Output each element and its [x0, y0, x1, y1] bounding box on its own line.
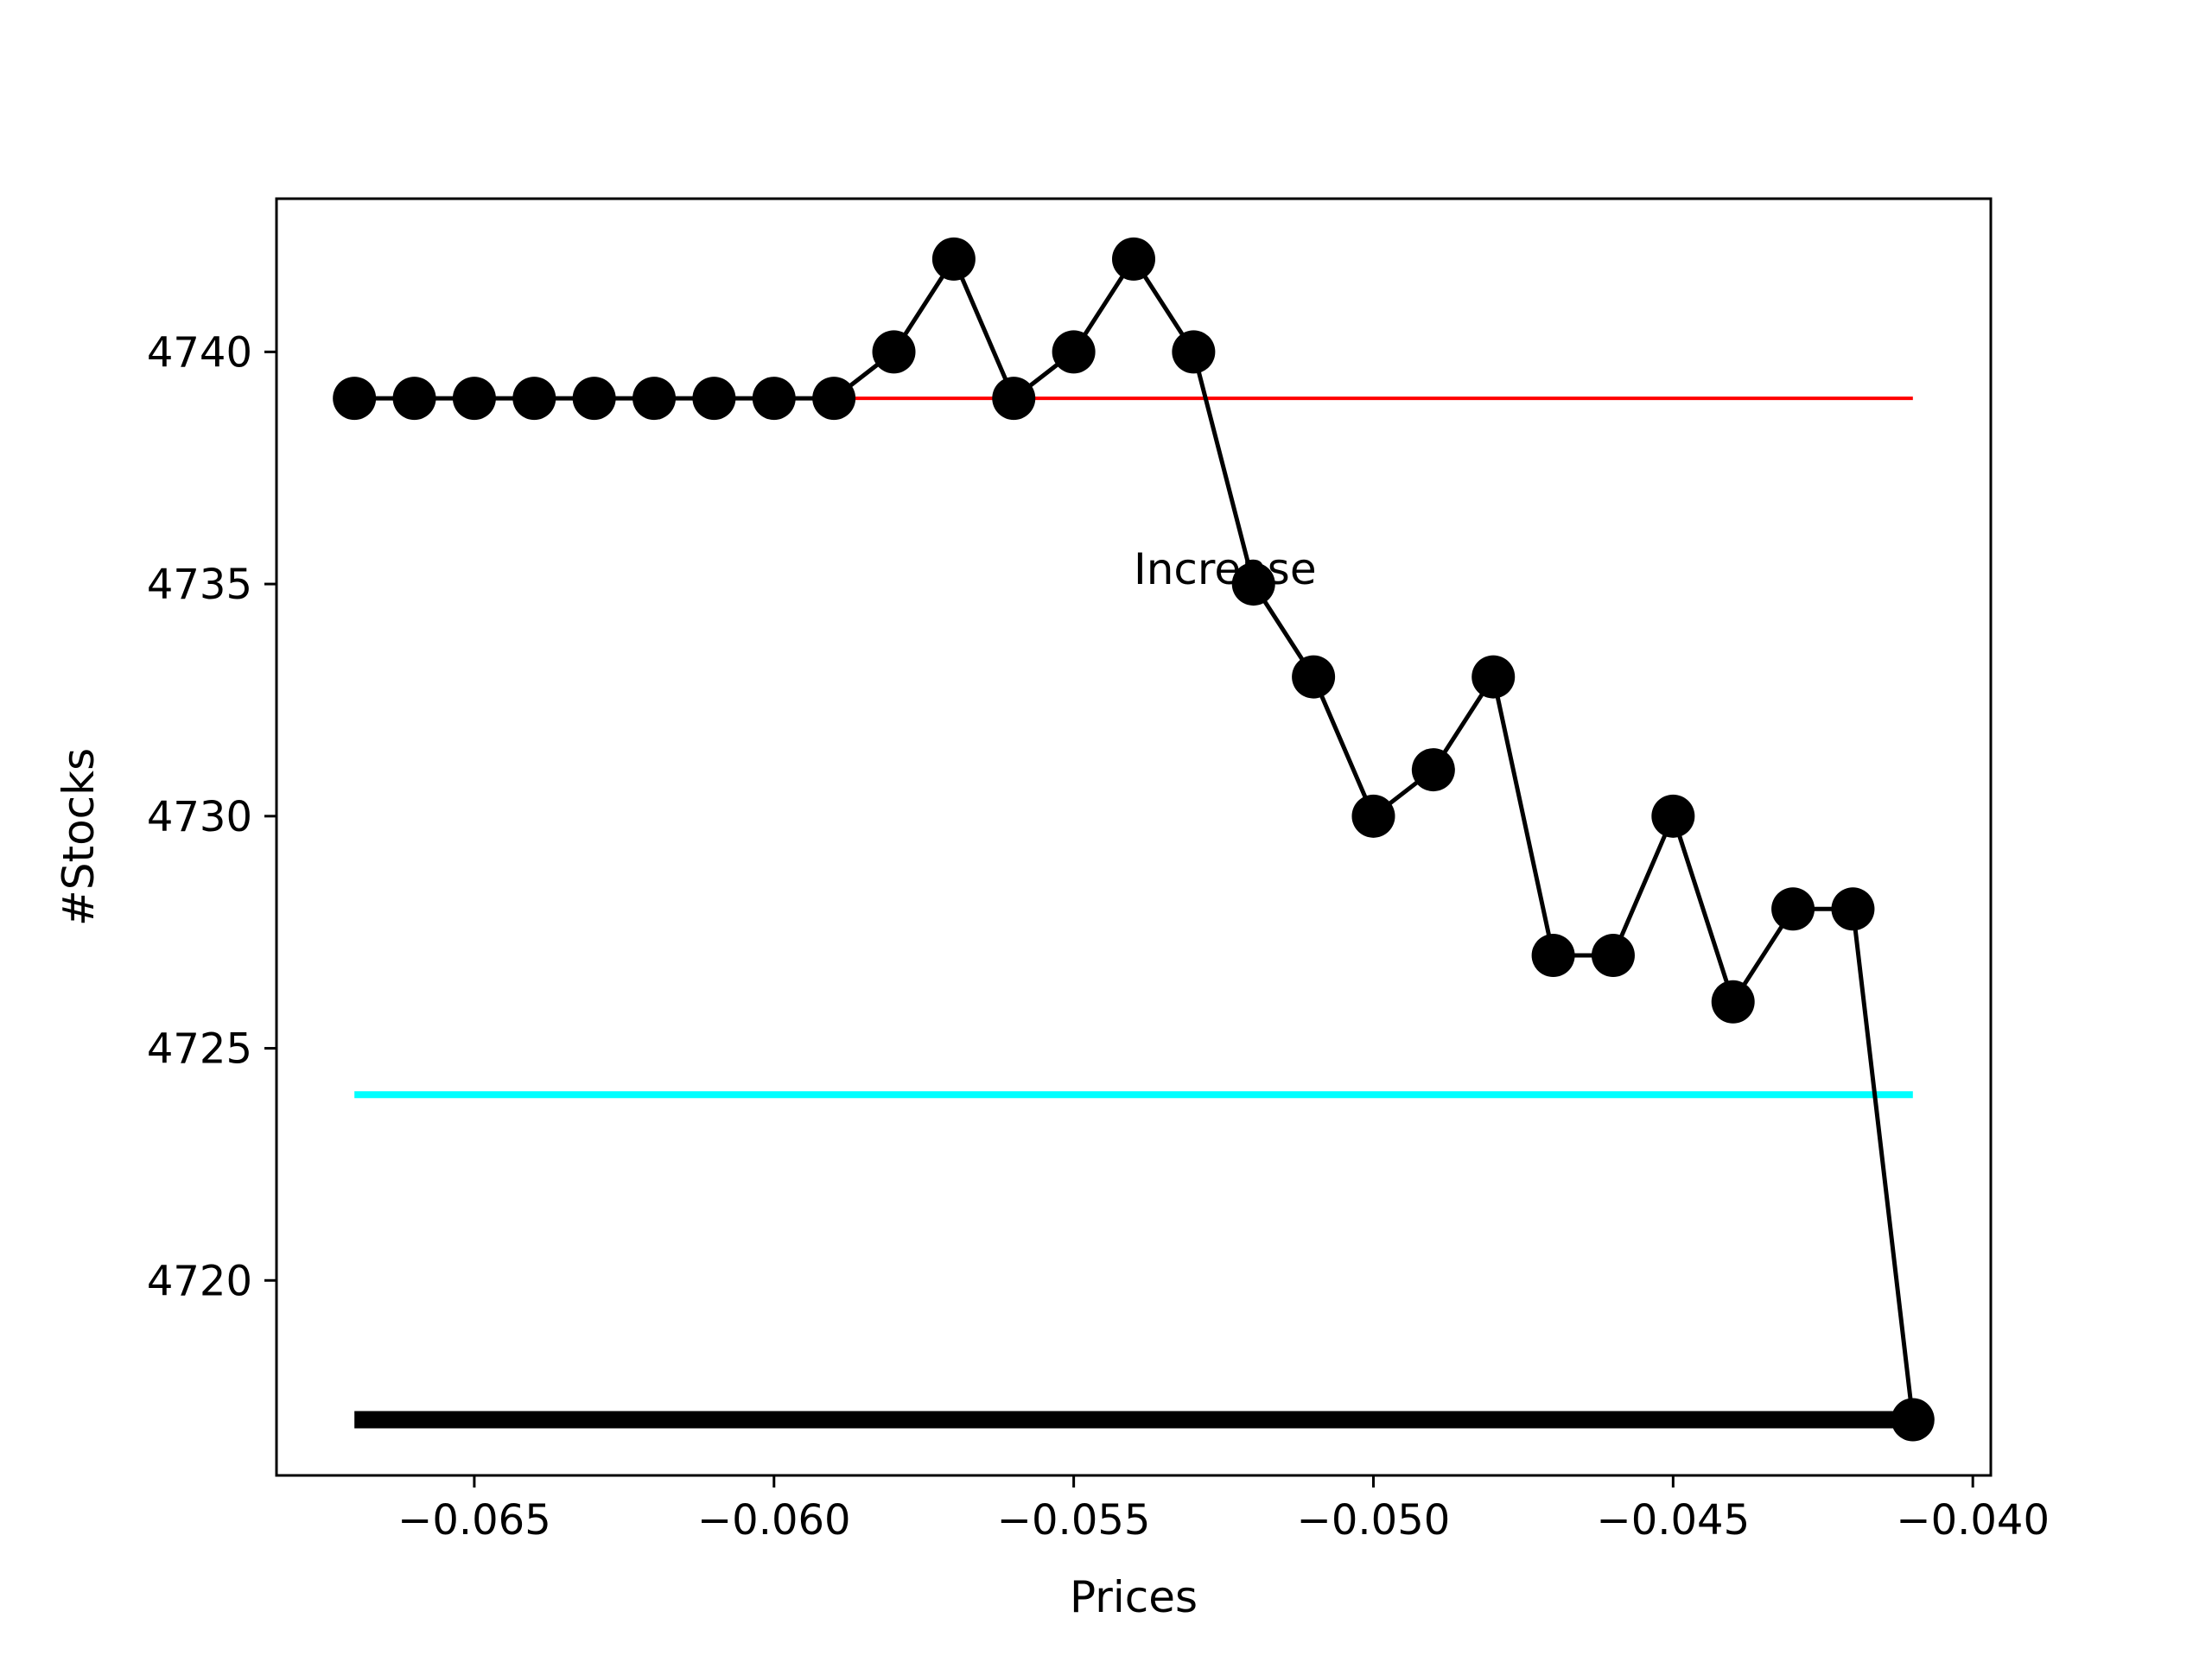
data-point: [1711, 980, 1755, 1024]
data-point: [1771, 887, 1815, 931]
annotation-label: Increase: [1134, 544, 1317, 594]
data-point: [1411, 748, 1455, 792]
data-point: [872, 330, 916, 374]
data-point: [333, 377, 377, 421]
y-axis-label: #Stocks: [54, 748, 104, 926]
y-tick-label: 4740: [147, 328, 252, 377]
data-point: [572, 377, 616, 421]
annotation-layer: Increase: [1134, 544, 1317, 594]
data-point: [692, 377, 736, 421]
data-point: [1891, 1398, 1935, 1442]
data-point: [812, 377, 856, 421]
y-tick-label: 4730: [147, 793, 252, 841]
series-line-0: [354, 257, 1916, 1420]
data-point: [931, 237, 976, 281]
x-tick-label: −0.055: [997, 1496, 1151, 1545]
data-point: [1471, 655, 1516, 699]
y-tick-label: 4725: [147, 1025, 252, 1074]
data-point: [752, 377, 796, 421]
data-point: [1591, 934, 1635, 978]
data-point: [1651, 794, 1695, 838]
data-point: [1831, 887, 1875, 931]
x-axis-label: Prices: [1070, 1572, 1198, 1622]
y-tick-label: 4720: [147, 1257, 252, 1305]
data-point: [1231, 562, 1275, 606]
data-point: [1172, 330, 1216, 374]
x-tick-label: −0.045: [1597, 1496, 1751, 1545]
data-point: [1292, 655, 1336, 699]
marker-layer: [333, 237, 1935, 1442]
data-point: [392, 377, 436, 421]
x-tick-label: −0.060: [697, 1496, 851, 1545]
data-point: [1351, 794, 1395, 838]
data-point: [1052, 330, 1096, 374]
x-tick-label: −0.050: [1297, 1496, 1451, 1545]
y-tick-label: 4735: [147, 561, 252, 609]
data-point: [1531, 934, 1575, 978]
y-axis-ticks: 4720 4725 4730 4735 4740: [147, 328, 276, 1305]
x-axis-ticks: −0.065 −0.060 −0.055 −0.050 −0.045 −0.040: [397, 1475, 2050, 1545]
data-point: [452, 377, 496, 421]
plot-frame: [275, 197, 1993, 1477]
data-point: [1112, 237, 1155, 281]
x-tick-label: −0.040: [1896, 1496, 2050, 1545]
data-point: [512, 377, 556, 421]
data-point: [992, 377, 1036, 421]
data-point: [632, 377, 677, 421]
series-layer: [354, 257, 1916, 1420]
x-tick-label: −0.065: [397, 1496, 551, 1545]
